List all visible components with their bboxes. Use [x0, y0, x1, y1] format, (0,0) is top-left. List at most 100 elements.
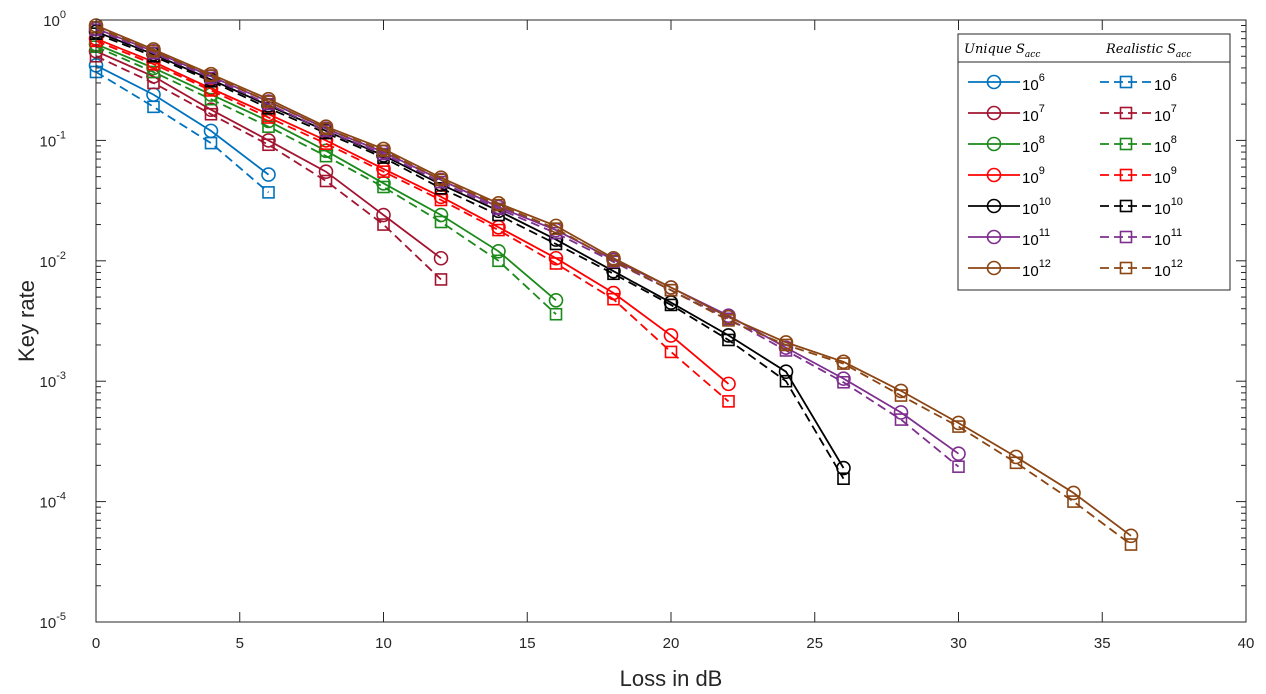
marker-unique-11 — [951, 446, 966, 461]
legend-marker-realistic — [1119, 199, 1133, 213]
marker-unique-12 — [203, 66, 219, 82]
legend-marker-realistic — [1119, 230, 1133, 244]
x-tick-label: 25 — [806, 635, 823, 652]
marker-unique-10 — [836, 460, 851, 476]
marker-unique-12 — [778, 335, 794, 350]
x-axis-label: Loss in dB — [620, 666, 723, 691]
marker-unique-12 — [376, 141, 391, 157]
y-tick-label: 100 — [43, 9, 66, 30]
line-realistic-8 — [95, 45, 557, 315]
legend-marker-unique — [986, 136, 1002, 152]
series-layer — [88, 18, 1139, 551]
marker-unique-12 — [893, 383, 909, 399]
x-tick-label: 0 — [92, 635, 100, 652]
line-realistic-11 — [95, 28, 960, 468]
line-unique-12 — [95, 24, 1132, 537]
y-tick-label: 10-5 — [40, 611, 66, 632]
line-realistic-9 — [95, 40, 730, 403]
marker-unique-6 — [203, 123, 219, 139]
y-tick-label: 10-3 — [40, 370, 66, 391]
marker-unique-11 — [491, 199, 506, 215]
line-realistic-10 — [95, 32, 845, 480]
marker-realistic-6 — [262, 186, 275, 199]
line-unique-10 — [95, 30, 845, 469]
marker-unique-8 — [548, 292, 564, 308]
marker-realistic-8 — [492, 254, 505, 268]
marker-realistic-8 — [549, 307, 563, 321]
marker-unique-9 — [606, 285, 621, 301]
legend-marker-realistic — [1119, 261, 1133, 275]
marker-unique-12 — [951, 415, 966, 431]
marker-realistic-7 — [319, 174, 333, 188]
marker-unique-7 — [433, 250, 449, 266]
x-tick-label: 20 — [663, 635, 680, 652]
y-tick-label: 10-4 — [40, 491, 66, 512]
series-unique-12 — [88, 18, 1139, 544]
legend-marker-realistic — [1119, 106, 1133, 120]
marker-unique-9 — [203, 81, 219, 96]
marker-unique-7 — [318, 164, 334, 179]
legend-header-unique: Unique Sacc — [964, 42, 1040, 60]
marker-unique-12 — [433, 170, 449, 186]
legend-marker-unique — [986, 74, 1002, 90]
x-tick-labels: 0 5 10 15 20 25 30 35 40 — [92, 635, 1255, 652]
marker-unique-11 — [893, 405, 909, 420]
marker-unique-8 — [491, 243, 506, 259]
marker-realistic-7 — [434, 273, 448, 286]
marker-unique-12 — [663, 280, 679, 295]
marker-realistic-7 — [377, 218, 390, 231]
line-unique-9 — [95, 37, 730, 385]
legend-marker-realistic — [1119, 75, 1133, 89]
marker-unique-12 — [836, 354, 851, 370]
legend-item-8: 108 108 — [968, 134, 1177, 156]
x-tick-label: 30 — [950, 635, 967, 652]
x-tick-label: 5 — [236, 635, 244, 652]
marker-unique-7 — [376, 207, 391, 223]
legend-header-realistic: Realistic Sacc — [1105, 42, 1191, 60]
marker-unique-12 — [606, 250, 621, 266]
marker-realistic-10 — [837, 472, 850, 485]
marker-unique-9 — [721, 376, 736, 392]
marker-unique-12 — [1123, 528, 1139, 544]
marker-unique-10 — [721, 328, 736, 343]
y-axis-label: Key rate — [14, 280, 39, 362]
marker-realistic-12 — [1124, 538, 1138, 551]
line-unique-8 — [95, 43, 557, 301]
x-tick-label: 35 — [1094, 635, 1111, 652]
legend-marker-unique — [986, 167, 1002, 183]
marker-unique-12 — [318, 119, 334, 134]
legend-marker-unique — [986, 260, 1002, 276]
legend-marker-unique — [986, 198, 1002, 214]
legend-marker-unique — [986, 105, 1002, 121]
marker-realistic-11 — [952, 460, 965, 473]
marker-unique-9 — [663, 328, 679, 343]
marker-unique-12 — [491, 196, 506, 211]
legend-marker-unique — [986, 229, 1002, 245]
marker-unique-7 — [261, 133, 276, 148]
marker-unique-9 — [548, 250, 564, 266]
line-realistic-6 — [95, 71, 270, 194]
axis-ticks — [95, 19, 1247, 623]
marker-unique-12 — [548, 218, 564, 234]
marker-unique-12 — [261, 91, 276, 107]
line-unique-7 — [95, 50, 442, 259]
marker-unique-12 — [1066, 485, 1081, 501]
marker-realistic-9 — [664, 345, 678, 359]
y-tick-label: 10-2 — [40, 250, 66, 271]
legend-item-6: 106 106 — [968, 72, 1177, 94]
marker-unique-12 — [1008, 449, 1024, 465]
marker-realistic-12 — [1067, 495, 1080, 508]
legend-box — [957, 33, 1231, 291]
x-tick-label: 40 — [1238, 635, 1255, 652]
line-unique-6 — [95, 64, 270, 176]
marker-unique-7 — [203, 102, 219, 117]
marker-unique-12 — [721, 309, 736, 325]
plot-frame — [95, 19, 1247, 623]
marker-realistic-11 — [894, 413, 908, 426]
marker-unique-11 — [836, 371, 851, 386]
marker-unique-8 — [433, 207, 449, 223]
line-realistic-12 — [95, 26, 1132, 546]
legend-marker-realistic — [1119, 137, 1133, 151]
